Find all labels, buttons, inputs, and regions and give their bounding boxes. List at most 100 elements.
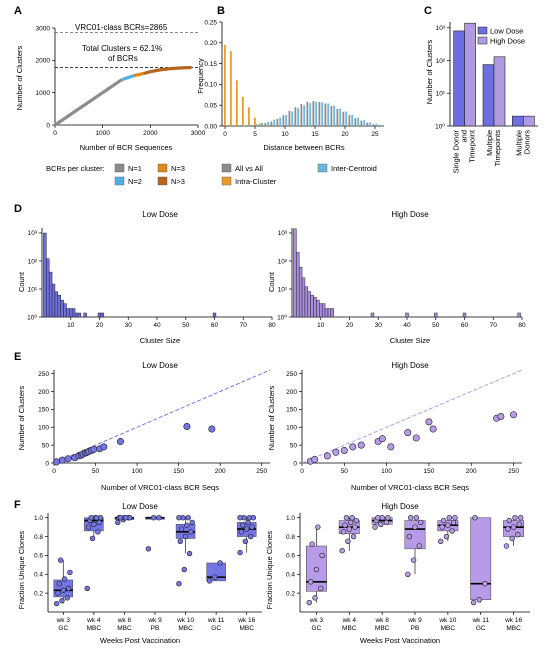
panel-e-high-point (497, 412, 505, 420)
panel-d-low-ytick-label: 10⁰ (27, 313, 37, 321)
panel-d-high-bar (307, 291, 311, 318)
panel-e-high-xtick-label: 0 (300, 468, 304, 475)
panel-a-plot: 0 1000 2000 3000 0 1000 2000 3000 (36, 25, 206, 137)
panel-f-low-point (95, 529, 101, 535)
panel-b-bar-all-vs-all (282, 115, 285, 126)
panel-d-low-bar (66, 308, 70, 318)
panel-a-ytick-label: 3000 (36, 25, 51, 32)
panel-f-high-point (348, 519, 354, 526)
panel-f-low-point (189, 519, 195, 526)
panel-d-high-bar (298, 266, 303, 318)
panel-d-xlabel-high: Cluster Size (390, 336, 430, 345)
panel-c-category-label: Timepoint (468, 129, 477, 163)
panel-e-high-ytick-label: 100 (286, 425, 297, 432)
panel-b-bar-inter-centroid (321, 102, 324, 126)
panel-d-low-bar (74, 312, 79, 318)
panel-a-series-N3 (143, 65, 192, 76)
panel-d: D Low Dose High Dose Count Count Cluster… (14, 203, 526, 345)
panel-b-bar-inter-centroid (333, 105, 336, 126)
panel-b-bar-intra-cluster (253, 117, 256, 126)
panel-b-ytick-label: 0.20 (204, 40, 217, 47)
panel-f-low-point (145, 546, 152, 552)
panel-f-low-point (93, 515, 100, 521)
panel-f-high-point (352, 524, 358, 530)
panel-f-high-point (412, 524, 418, 530)
panel-e-high-xtick-label: 200 (466, 468, 477, 475)
panel-f-high-point (443, 533, 450, 540)
panel-e-low-ytick-label: 0 (45, 460, 49, 467)
panel-b-legend-swatch (317, 163, 328, 173)
panel-e-low-point (64, 455, 72, 463)
panel-b-xtick-label: 5 (253, 131, 257, 138)
panel-f-high-point (510, 524, 517, 530)
panel-f-low-point (217, 560, 223, 566)
panel-e-low-xtick-label: 150 (173, 468, 184, 475)
panel-f-high-ytick-label: 0.4 (286, 572, 295, 579)
panel-b-legend-label: All vs All (235, 164, 263, 173)
panel-f-low-point (246, 515, 253, 521)
panel-a-ytick-label: 1000 (36, 90, 51, 97)
panel-f-high-point (503, 543, 510, 549)
panel-f-low-category-label: MBC (178, 625, 193, 632)
panel-d-high-plot: 10⁰ 10¹ 10² 10³ 10 20 30 40 50 60 70 80 (277, 228, 526, 329)
panel-f-high-point (505, 526, 511, 532)
panel-d-low-xtick-label: 80 (268, 322, 276, 329)
panel-d-low-bar (60, 299, 64, 318)
panel-b-bar-inter-centroid (249, 124, 252, 126)
panel-d-low-bar (77, 312, 82, 318)
panel-e-low-xtick-label: 100 (132, 468, 143, 475)
panel-a-ylabel: Number of Clusters (15, 45, 24, 110)
panel-e-low-plot: 0 50 100 150 200 250 0 50 100 150 200 250 (38, 369, 271, 475)
panel-e-high-point (332, 448, 340, 456)
panel-b-bar-inter-centroid (303, 105, 306, 126)
panel-b-ytick-label: 0.25 (204, 19, 217, 26)
panel-a-series-N1 (54, 78, 123, 127)
panel-b-bar-all-vs-all (276, 118, 279, 126)
panel-f-low-point (53, 600, 60, 607)
panel-b-xtick-label: 10 (281, 131, 289, 138)
panel-c-category-label: Single Donor (452, 129, 461, 173)
panel-f-low-ytick-label: 0.6 (34, 553, 43, 560)
panel-b-bar-all-vs-all (366, 122, 369, 126)
panel-d-ylabel-high: Count (267, 271, 276, 292)
panel-a-xtick-label: 3000 (191, 130, 206, 137)
panel-d-low-bar (100, 312, 105, 318)
panel-b-legend: All vs All Intra-Cluster Inter-Centroid (221, 163, 377, 186)
panel-f-low-category-label: wk 9 (147, 617, 162, 624)
panel-b-bar-all-vs-all (324, 103, 327, 126)
panel-f-high-point (470, 599, 477, 606)
panel-b-bar-all-vs-all (318, 101, 321, 126)
panel-d-high-bar (296, 252, 300, 318)
panel-label-b: B (217, 5, 225, 17)
panel-b-bar-inter-centroid (279, 117, 282, 126)
panel-c-ytick-label: 10⁰ (435, 122, 445, 130)
panel-b-ytick-label: 0.00 (204, 123, 217, 130)
panel-e-low-xtick-label: 0 (52, 468, 56, 475)
panel-b-bar-all-vs-all (258, 124, 261, 126)
panel-d-high-bar (434, 312, 438, 318)
panel-e-ylabel-high: Number of Clusters (267, 385, 276, 450)
panel-f-high-category-label: wk 4 (342, 617, 357, 624)
panel-d-high-bar (313, 297, 317, 318)
panel-f-low-point (244, 526, 250, 532)
panel-f-low-category-label: wk 11 (207, 617, 225, 624)
panel-a-xlabel: Number of BCR Sequences (80, 143, 173, 152)
panel-f-low-category-label: MBC (87, 625, 102, 632)
panel-e-title-low: Low Dose (142, 361, 178, 370)
panel-c-legend-swatch (477, 26, 488, 35)
panel-e-low-xtick-label: 250 (256, 468, 267, 475)
panel-b-bar-all-vs-all (306, 101, 309, 126)
panel-f-low-point (59, 597, 65, 604)
panel-e-high-ytick-label: 150 (286, 407, 297, 414)
panel-f-low-point (188, 529, 194, 535)
panel-f-low-point (206, 578, 213, 584)
panel-f-high-category-label: wk 16 (504, 617, 522, 624)
panel-d-low-bar (97, 312, 102, 318)
panel-a-legend-swatch (157, 163, 168, 173)
panel-d-low-bar (212, 312, 217, 318)
panel-f-low-point (96, 519, 102, 526)
panel-a-legend-title: BCRs per cluster: (46, 164, 105, 173)
panel-b-bar-all-vs-all (252, 125, 255, 126)
panel-f-low-point (123, 515, 129, 521)
